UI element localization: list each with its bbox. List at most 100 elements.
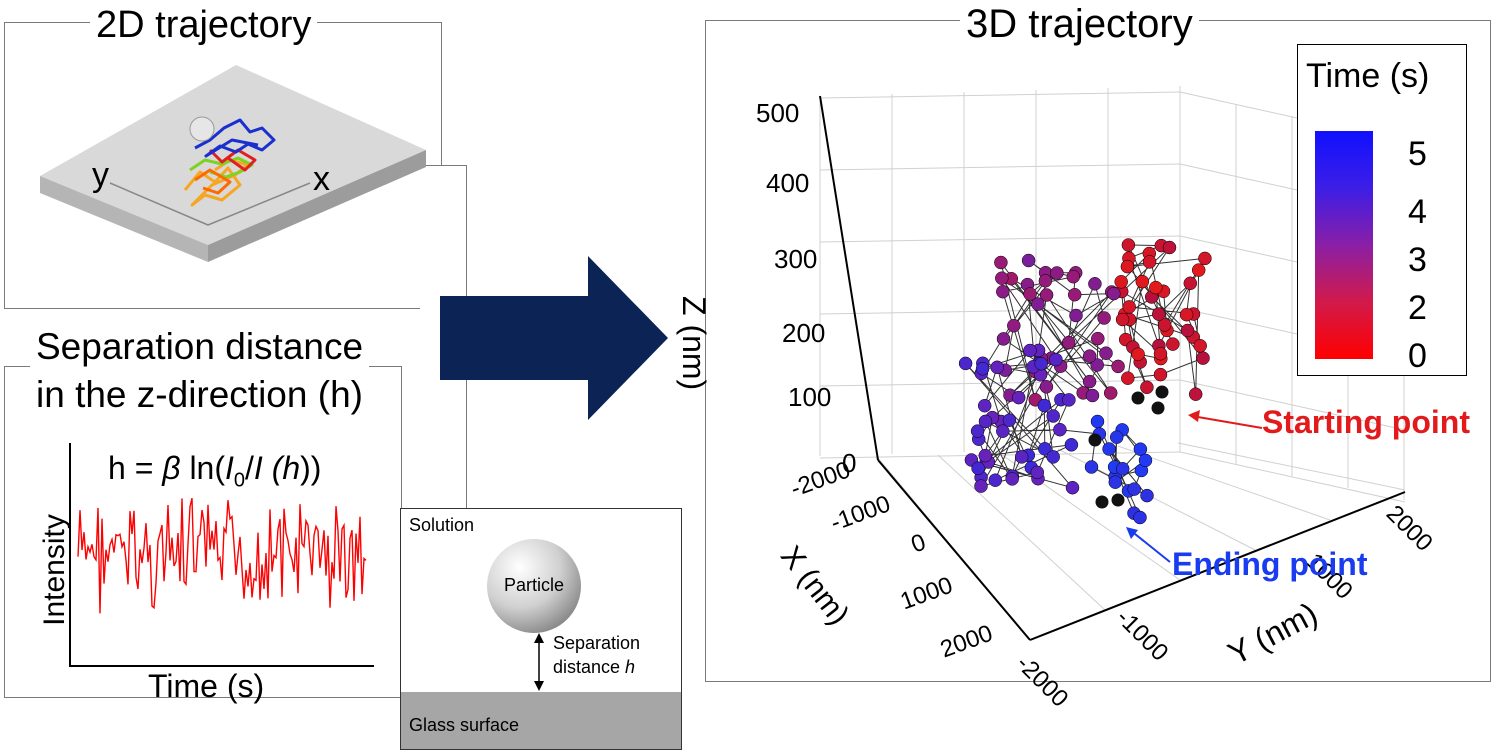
legend-tick-4: 4	[1408, 193, 1427, 231]
grid-line	[819, 307, 1181, 315]
glass-surface	[401, 692, 681, 749]
separation-label-2: distance h	[553, 657, 635, 678]
trajectory-point	[1049, 352, 1063, 367]
legend-tick-5: 5	[1408, 135, 1427, 173]
trajectory-point	[1050, 266, 1064, 280]
trajectory-point	[971, 461, 985, 476]
panel-3d-title: 3D trajectory	[960, 2, 1199, 47]
formula-ln: ln(	[180, 450, 225, 486]
endpoint-marker	[1131, 391, 1145, 405]
separation-label-h: h	[625, 657, 636, 677]
z-tick-label: 0	[842, 448, 857, 478]
trajectory-point	[1011, 390, 1026, 405]
trajectory-point	[1039, 380, 1054, 394]
start-callout-line	[1191, 415, 1263, 429]
trajectory-point	[1067, 287, 1082, 302]
trajectory-point	[978, 448, 993, 463]
separation-arrow-head-bottom	[534, 681, 544, 691]
trajectory-point	[988, 473, 1003, 487]
formula-h-open: (h	[262, 450, 301, 486]
ending-point-label: Ending point	[1172, 546, 1368, 582]
trajectory-point	[1014, 450, 1029, 464]
endpoint-marker	[1088, 433, 1102, 447]
big-arrow-shape	[440, 256, 668, 420]
trajectory-point	[1046, 409, 1060, 423]
trajectory-point	[1188, 387, 1203, 401]
time-legend: Time (s) 5 4 3 2 0	[1297, 44, 1467, 376]
trajectory-point	[1109, 430, 1124, 444]
particle-label: Particle	[503, 575, 565, 595]
trajectory-point	[1023, 287, 1037, 301]
z-tick-label: 200	[782, 318, 826, 348]
particle-sphere	[487, 539, 581, 633]
trajectory-point	[1140, 488, 1154, 503]
start-callout-head	[1188, 410, 1200, 422]
trajectory-point	[1039, 288, 1054, 302]
trajectory-point	[1090, 414, 1105, 429]
grid-line	[819, 235, 1181, 243]
trajectory-2d	[183, 118, 276, 207]
trajectory-point	[1021, 253, 1036, 268]
legend-colorbar	[1315, 131, 1373, 359]
trajectory-point	[1088, 277, 1102, 291]
starting-point-label: Starting point	[1262, 404, 1470, 440]
plate-axes	[109, 182, 311, 226]
formula-sub0: 0	[233, 469, 246, 492]
trajectory-point	[1031, 297, 1045, 311]
z-tick-label: 300	[774, 244, 818, 274]
trajectory-point	[1066, 269, 1081, 284]
formula-prefix: h =	[108, 450, 163, 486]
trajectory-point	[1196, 351, 1210, 365]
trajectory-point	[977, 398, 992, 413]
trajectory-point	[1084, 460, 1099, 474]
endpoint-marker	[1095, 495, 1109, 509]
trajectory-point	[970, 424, 985, 438]
grid-line	[819, 91, 1181, 99]
trajectory-point	[1198, 251, 1212, 266]
trajectory-point	[1162, 240, 1177, 255]
grid-line	[819, 379, 1181, 387]
trajectory-point	[1149, 280, 1163, 295]
panel-sep-title-line1: Separation distance	[30, 326, 370, 368]
trajectory-point	[1046, 450, 1060, 464]
trajectory-point	[978, 414, 993, 429]
trajectory-point	[996, 424, 1010, 438]
glass-plate-side-left	[40, 176, 208, 262]
trajectory-point	[1133, 442, 1148, 456]
formula-beta: β	[162, 450, 181, 486]
inset-solution-label: Solution	[409, 515, 475, 535]
trajectory-point	[1122, 300, 1136, 314]
separation-label-2-text: distance	[553, 657, 626, 677]
trajectory-point	[1153, 367, 1168, 382]
axes-3d	[819, 95, 1406, 641]
trajectory-3d	[958, 238, 1212, 525]
endpoint-marker	[1151, 401, 1165, 415]
trajectory-point	[1038, 274, 1053, 288]
trajectory-point	[1138, 453, 1153, 468]
trajectory-point	[975, 361, 990, 376]
trajectory-point	[990, 360, 1004, 375]
end-callout-head	[1126, 527, 1138, 539]
grid-line	[819, 451, 1181, 459]
trajectory-point	[1180, 323, 1195, 338]
trajectory-point	[1115, 312, 1130, 327]
trajectory-point	[1007, 318, 1021, 333]
legend-tick-0: 0	[1408, 337, 1427, 375]
grid-line	[1177, 442, 1406, 491]
trajectory-point	[1115, 462, 1130, 476]
trajectory-point	[1023, 343, 1037, 358]
trajectory-point	[1153, 346, 1168, 361]
trajectory-point	[1053, 422, 1067, 437]
trajectory-point	[1108, 475, 1123, 489]
trajectory-point	[1064, 438, 1079, 452]
intensity-xlabel: Time (s)	[148, 668, 265, 704]
trajectory-point	[1085, 388, 1100, 403]
axis-y-label: y	[92, 156, 109, 194]
grid-line	[1179, 451, 1406, 503]
panel-sep-title-line2: in the z-direction (h)	[36, 374, 363, 415]
separation-arrow-head-top	[534, 633, 544, 643]
trajectory-point	[1005, 472, 1019, 486]
trajectory-point	[958, 356, 973, 371]
